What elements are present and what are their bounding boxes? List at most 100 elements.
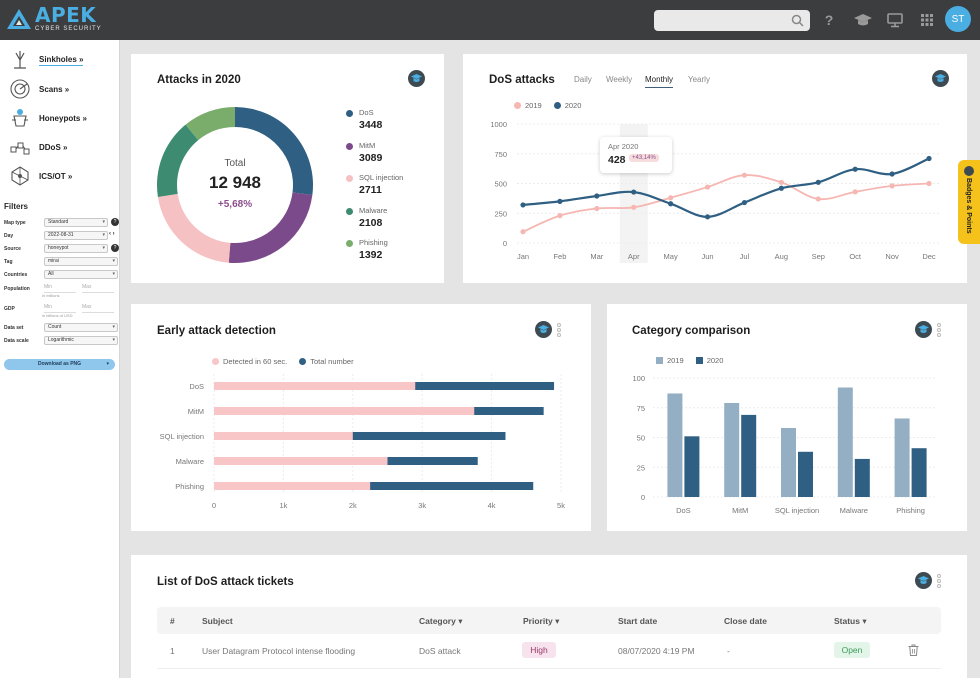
- bar-2019[interactable]: [781, 427, 796, 497]
- column-category[interactable]: Category ▾: [419, 616, 463, 626]
- logo[interactable]: APEK CYBER SECURITY: [6, 5, 102, 32]
- graduation-icon[interactable]: [915, 321, 932, 338]
- map-type-select[interactable]: Standard: [44, 218, 108, 227]
- search-input[interactable]: [654, 10, 810, 31]
- day-arrows-icon[interactable]: ‹ ›: [109, 231, 115, 237]
- tab-weekly[interactable]: Weekly: [606, 75, 633, 84]
- bar-2020[interactable]: [854, 458, 870, 497]
- data-point-2019[interactable]: [557, 213, 563, 219]
- bar-2020[interactable]: [741, 414, 757, 497]
- graduation-icon[interactable]: [932, 70, 949, 87]
- bar-2019[interactable]: [724, 402, 740, 497]
- gdp-max-input[interactable]: Max: [82, 304, 114, 313]
- datascale-select[interactable]: Logarithmic: [44, 336, 118, 345]
- sidebar-item-sinkholes[interactable]: Sinkholes »: [8, 47, 118, 73]
- donut-slice-dos[interactable]: [235, 107, 313, 196]
- column-priority[interactable]: Priority ▾: [523, 616, 560, 626]
- more-options-icon[interactable]: [937, 574, 942, 588]
- row-subject[interactable]: User Datagram Protocol intense flooding: [202, 646, 356, 656]
- donut-slice-sql-injection[interactable]: [157, 193, 231, 263]
- dataset-select[interactable]: Count: [44, 323, 118, 332]
- data-point-2020[interactable]: [594, 193, 600, 199]
- sidebar-item-ddos[interactable]: DDoS »: [8, 134, 118, 160]
- donut-slice-mitm[interactable]: [228, 192, 313, 263]
- graduation-icon[interactable]: [408, 70, 425, 87]
- column-start-date[interactable]: Start date: [618, 616, 658, 626]
- grid-icon[interactable]: [918, 11, 936, 29]
- data-point-2020[interactable]: [741, 199, 748, 206]
- x-tick-label: May: [664, 252, 678, 261]
- graduation-icon[interactable]: [535, 321, 552, 338]
- bar-detected[interactable]: [214, 407, 475, 415]
- data-point-2019[interactable]: [889, 183, 895, 189]
- bar-2019[interactable]: [894, 418, 910, 497]
- tab-yearly[interactable]: Yearly: [688, 75, 710, 84]
- population-max-input[interactable]: Max: [82, 284, 114, 293]
- row-number: 1: [170, 646, 175, 656]
- bar-2019[interactable]: [667, 393, 683, 497]
- sidebar-item-scans[interactable]: Scans »: [8, 76, 118, 102]
- data-point-2020[interactable]: [668, 201, 674, 207]
- bar-detected[interactable]: [214, 457, 388, 465]
- day-select[interactable]: 2022-08-31: [44, 231, 108, 240]
- sidebar-item-honeypots[interactable]: Honeypots »: [8, 105, 118, 131]
- help-icon[interactable]: ?: [111, 218, 119, 226]
- data-point-2020[interactable]: [778, 185, 784, 191]
- data-point-2019[interactable]: [852, 189, 858, 195]
- search-icon[interactable]: [791, 14, 804, 27]
- badges-points-tab[interactable]: Badges & Points: [958, 160, 980, 244]
- data-point-2020[interactable]: [520, 202, 526, 208]
- data-point-2020[interactable]: [815, 179, 821, 185]
- population-min-input[interactable]: Min: [44, 284, 76, 293]
- column-subject[interactable]: Subject: [202, 616, 233, 626]
- bar-detected[interactable]: [214, 482, 371, 490]
- data-point-2019[interactable]: [926, 180, 932, 187]
- bar-2020[interactable]: [684, 436, 700, 497]
- data-point-2020[interactable]: [557, 198, 563, 204]
- bar-2019[interactable]: [837, 387, 853, 497]
- data-point-2019[interactable]: [631, 204, 637, 210]
- tag-select[interactable]: mirai: [44, 257, 118, 266]
- data-point-2020[interactable]: [852, 166, 858, 172]
- source-select[interactable]: honeypot: [44, 244, 108, 253]
- sidebar-item-ics-ot[interactable]: ICS/OT »: [8, 163, 118, 189]
- data-point-2020[interactable]: [631, 189, 637, 195]
- data-point-2019[interactable]: [704, 184, 711, 190]
- bar-detected[interactable]: [214, 382, 416, 390]
- countries-select[interactable]: All: [44, 270, 118, 279]
- tab-daily[interactable]: Daily: [574, 75, 592, 84]
- bar-detected[interactable]: [214, 432, 353, 440]
- bar-2020[interactable]: [798, 451, 813, 497]
- bar-total[interactable]: [214, 432, 506, 440]
- avatar[interactable]: ST: [945, 6, 971, 32]
- legend-dot-2019: [514, 102, 521, 109]
- data-point-2019[interactable]: [594, 205, 600, 212]
- data-point-2019[interactable]: [741, 172, 748, 178]
- monitor-icon[interactable]: [886, 11, 904, 29]
- data-point-2020[interactable]: [704, 214, 711, 220]
- filter-label: GDP: [4, 306, 15, 312]
- logo-mark-icon: [7, 8, 31, 29]
- data-point-2019[interactable]: [815, 196, 821, 202]
- more-options-icon[interactable]: [937, 323, 942, 337]
- column-status[interactable]: Status ▾: [834, 616, 867, 626]
- trash-icon[interactable]: [908, 644, 919, 656]
- column-close-date[interactable]: Close date: [724, 616, 767, 626]
- more-options-icon[interactable]: [557, 323, 562, 337]
- donut-slice-malware[interactable]: [157, 124, 199, 197]
- data-point-2020[interactable]: [889, 171, 895, 177]
- graduation-icon[interactable]: [915, 572, 932, 589]
- graduation-icon[interactable]: [853, 11, 873, 29]
- help-icon[interactable]: ?: [820, 11, 838, 29]
- data-point-2019[interactable]: [520, 229, 526, 235]
- data-point-2020[interactable]: [926, 155, 932, 162]
- donut-slice-phishing[interactable]: [185, 107, 235, 141]
- data-point-2019[interactable]: [668, 195, 674, 201]
- tab-monthly[interactable]: Monthly: [645, 75, 674, 88]
- gdp-min-input[interactable]: Min: [44, 304, 76, 313]
- help-icon[interactable]: ?: [111, 244, 119, 252]
- bar-2020[interactable]: [911, 448, 927, 497]
- data-point-2019[interactable]: [778, 179, 784, 185]
- bar-total[interactable]: [214, 482, 534, 490]
- download-png-button[interactable]: Download as PNG: [4, 359, 115, 370]
